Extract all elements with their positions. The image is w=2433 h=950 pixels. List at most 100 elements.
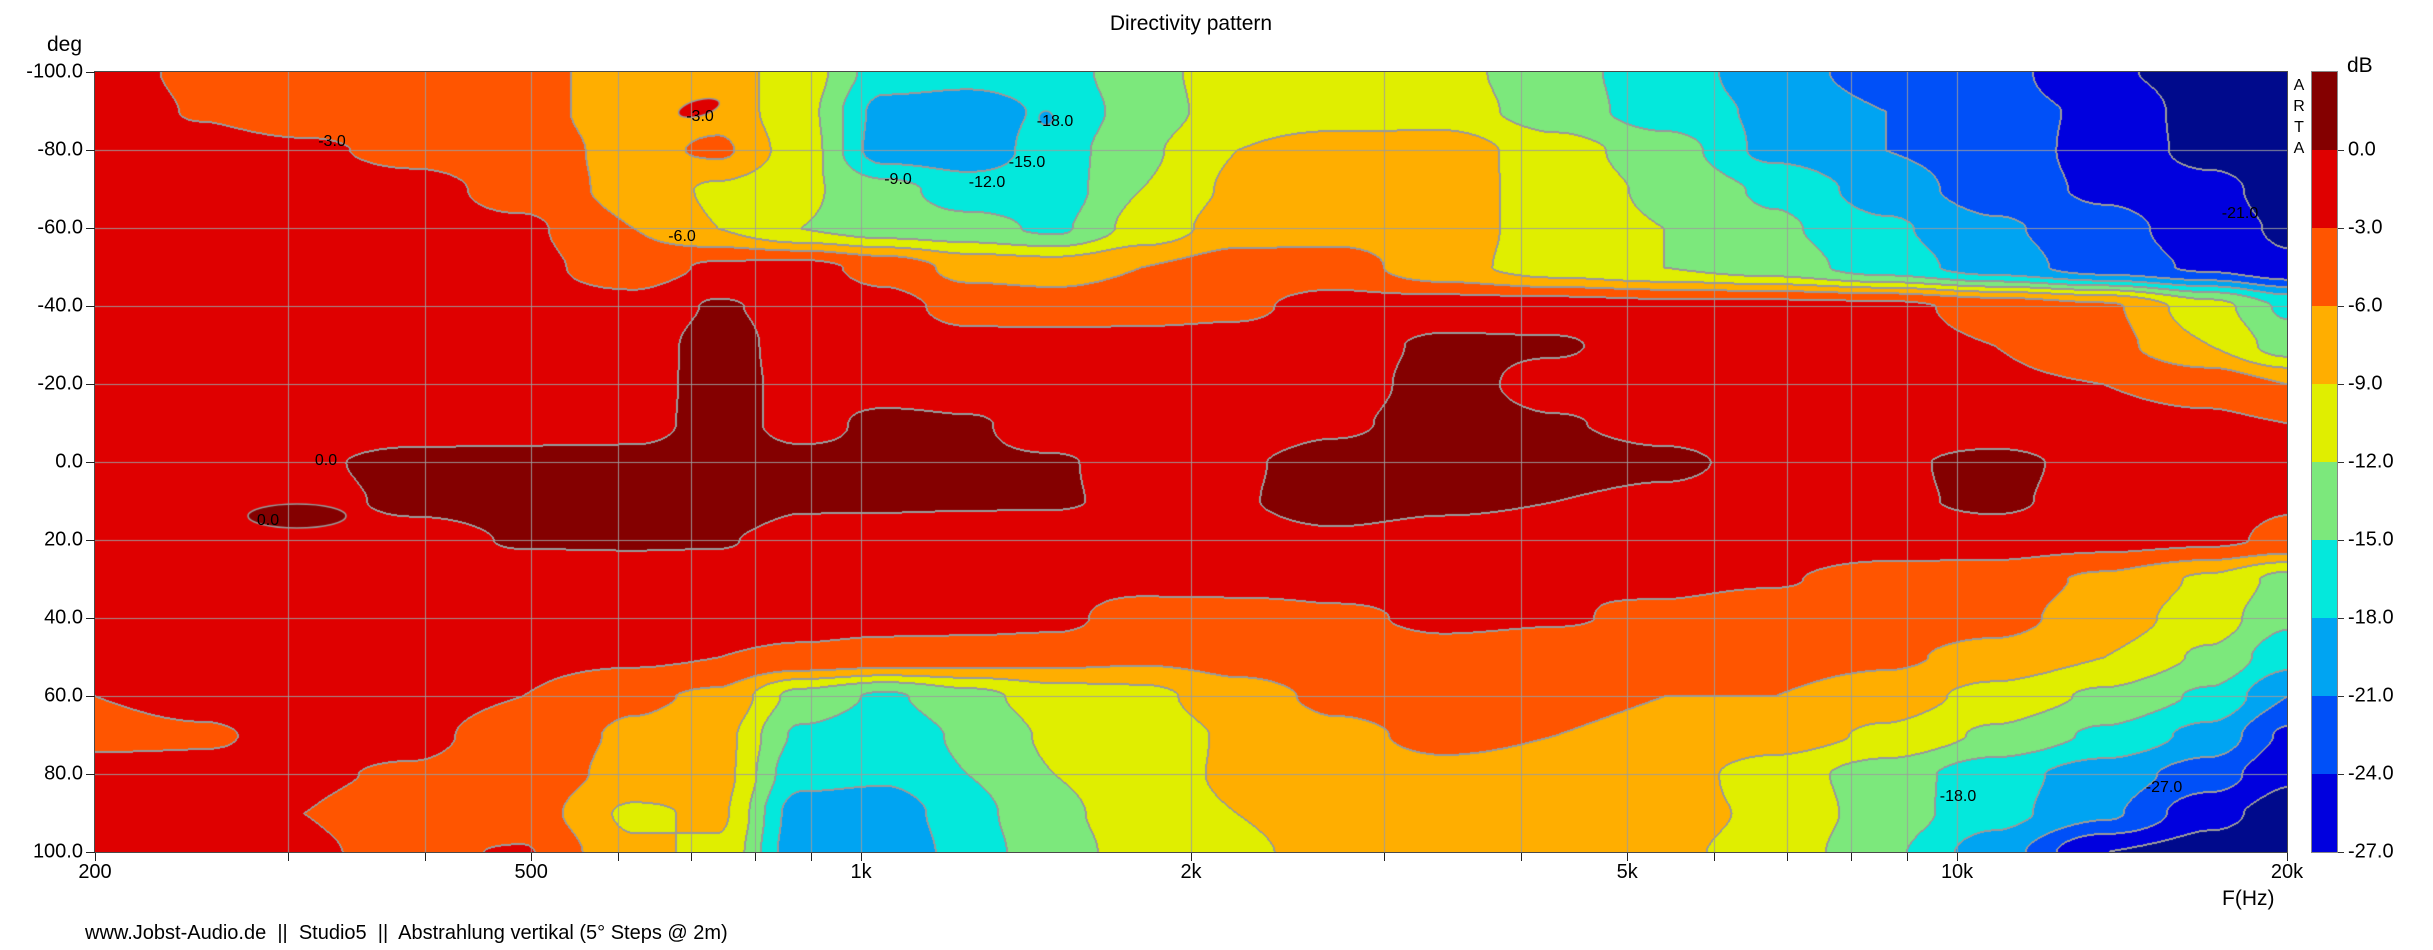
colorbar-tick-label: -27.0	[2348, 840, 2394, 863]
y-tick-mark	[86, 228, 95, 229]
y-tick-label: 60.0	[44, 684, 83, 707]
y-tick-label: 80.0	[44, 762, 83, 785]
colorbar-tick-mark	[2338, 150, 2344, 151]
directivity-contour-canvas	[95, 72, 2287, 852]
contour-level-label: 0.0	[256, 512, 280, 529]
y-tick-mark	[86, 540, 95, 541]
x-tick-label: 1k	[850, 861, 872, 883]
measurement-caption: www.Jobst-Audio.de || Studio5 || Abstrah…	[85, 922, 728, 944]
x-minor-tick-mark	[424, 853, 426, 861]
x-minor-tick-mark	[691, 853, 693, 861]
colorbar-segment	[2312, 150, 2337, 228]
x-minor-tick-mark	[1520, 853, 1522, 861]
colorbar-tick-mark	[2338, 228, 2344, 229]
y-tick-label: 20.0	[44, 528, 83, 551]
y-tick-label: -80.0	[37, 138, 83, 161]
y-tick-mark	[86, 618, 95, 619]
x-minor-tick-mark	[1383, 853, 1385, 861]
colorbar-tick-mark	[2338, 696, 2344, 697]
arta-watermark-letter: A	[2293, 77, 2305, 94]
y-tick-mark	[86, 306, 95, 307]
colorbar-segment	[2312, 228, 2337, 306]
colorbar-unit-label: dB	[2347, 54, 2373, 77]
x-minor-tick-mark	[617, 853, 619, 861]
colorbar-tick-label: -24.0	[2348, 762, 2394, 785]
colorbar-segment	[2312, 774, 2337, 852]
contour-level-label: -9.0	[884, 171, 912, 188]
contour-plot-area	[94, 71, 2288, 853]
colorbar-tick-label: -12.0	[2348, 450, 2394, 473]
x-tick-label: 2k	[1180, 861, 1202, 883]
arta-watermark-letter: T	[2294, 119, 2304, 136]
x-tick-mark	[95, 853, 96, 861]
colorbar-tick-mark	[2338, 540, 2344, 541]
colorbar-tick-mark	[2338, 852, 2344, 853]
y-tick-mark	[86, 774, 95, 775]
arta-watermark-letter: A	[2293, 140, 2305, 157]
y-tick-label: -40.0	[37, 294, 83, 317]
colorbar-tick-label: -6.0	[2348, 294, 2383, 317]
y-tick-mark	[86, 696, 95, 697]
y-tick-mark	[86, 150, 95, 151]
colorbar-segment	[2312, 696, 2337, 774]
contour-level-label: -18.0	[1036, 113, 1074, 130]
contour-level-label: -18.0	[1939, 788, 1977, 805]
colorbar-tick-mark	[2338, 774, 2344, 775]
colorbar-tick-mark	[2338, 618, 2344, 619]
y-tick-label: 100.0	[32, 840, 83, 863]
contour-level-label: -12.0	[968, 174, 1006, 191]
colorbar-segment	[2312, 618, 2337, 696]
colorbar-tick-mark	[2338, 306, 2344, 307]
x-tick-label: 20k	[2270, 861, 2304, 883]
colorbar-segment	[2312, 540, 2337, 618]
contour-level-label: -15.0	[1008, 154, 1046, 171]
plot-title: Directivity pattern	[1109, 12, 1273, 35]
y-tick-label: -100.0	[26, 60, 83, 83]
colorbar-segment	[2312, 306, 2337, 384]
colorbar-tick-label: -3.0	[2348, 216, 2383, 239]
contour-level-label: 0.0	[314, 452, 338, 469]
y-axis-unit-label: deg	[47, 33, 83, 56]
y-tick-label: 0.0	[55, 450, 83, 473]
x-minor-tick-mark	[1191, 853, 1192, 861]
y-tick-mark	[86, 462, 95, 463]
x-tick-label: 200	[78, 861, 112, 883]
contour-level-label: -6.0	[668, 228, 696, 245]
colorbar-tick-mark	[2338, 462, 2344, 463]
x-minor-tick-mark	[810, 853, 812, 861]
colorbar-tick-label: 0.0	[2348, 138, 2376, 161]
colorbar-segment	[2312, 72, 2337, 150]
x-minor-tick-mark	[1787, 853, 1789, 861]
x-tick-label: 500	[514, 861, 548, 883]
x-minor-tick-mark	[1850, 853, 1852, 861]
colorbar-segment	[2312, 462, 2337, 540]
contour-level-label: -27.0	[2145, 779, 2183, 796]
x-minor-tick-mark	[1906, 853, 1908, 861]
y-tick-label: -60.0	[37, 216, 83, 239]
y-tick-mark	[86, 72, 95, 73]
y-tick-mark	[86, 384, 95, 385]
x-tick-label: 10k	[1940, 861, 1974, 883]
arta-watermark-letter: R	[2293, 98, 2305, 115]
x-tick-label: 5k	[1616, 861, 1638, 883]
y-tick-label: -20.0	[37, 372, 83, 395]
contour-level-label: -3.0	[686, 108, 714, 125]
x-minor-tick-mark	[1713, 853, 1715, 861]
colorbar-tick-label: -21.0	[2348, 684, 2394, 707]
colorbar-tick-label: -9.0	[2348, 372, 2383, 395]
x-tick-mark	[861, 853, 863, 861]
x-minor-tick-mark	[754, 853, 756, 861]
colorbar-tick-mark	[2338, 384, 2344, 385]
x-tick-mark	[1627, 853, 1629, 861]
x-tick-mark	[2287, 853, 2288, 861]
colorbar	[2311, 71, 2338, 853]
x-axis-unit-label: F(Hz)	[2222, 887, 2275, 910]
y-tick-label: 40.0	[44, 606, 83, 629]
x-minor-tick-mark	[287, 853, 289, 861]
colorbar-tick-label: -18.0	[2348, 606, 2394, 629]
colorbar-tick-label: -15.0	[2348, 528, 2394, 551]
contour-level-label: -3.0	[318, 133, 346, 150]
y-tick-mark	[86, 852, 95, 853]
colorbar-segment	[2312, 384, 2337, 462]
